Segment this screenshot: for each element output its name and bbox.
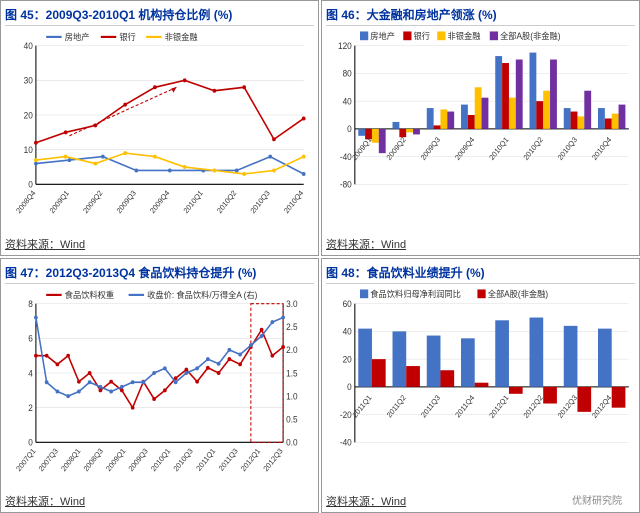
source-1: 资料来源：Wind bbox=[5, 234, 314, 252]
chart-3: 食品饮料权重 收盘价: 食品饮料/万得全A (右) 0 2 4 6 8 0.0 0.5 1.0 1.… bbox=[5, 284, 314, 492]
svg-text:2012Q3: 2012Q3 bbox=[556, 393, 579, 420]
svg-text:0: 0 bbox=[28, 179, 33, 189]
svg-text:2008Q3: 2008Q3 bbox=[82, 446, 105, 473]
svg-text:-40: -40 bbox=[340, 437, 352, 447]
source-2: 资料来源：Wind bbox=[326, 234, 635, 252]
footer-brand: 优财研究院 bbox=[572, 492, 622, 507]
svg-text:4: 4 bbox=[28, 368, 33, 378]
svg-text:2.5: 2.5 bbox=[286, 321, 298, 331]
svg-text:2011Q3: 2011Q3 bbox=[419, 393, 442, 419]
svg-text:30: 30 bbox=[24, 75, 33, 85]
panel-1: 图 45：2009Q3-2010Q1 机构持仓比例 (%) 房地产 银行 非银金融 0… bbox=[0, 0, 319, 256]
svg-text:120: 120 bbox=[338, 41, 352, 51]
svg-text:非银金融: 非银金融 bbox=[448, 31, 481, 41]
svg-text:2007Q3: 2007Q3 bbox=[37, 446, 60, 473]
svg-text:2009Q3: 2009Q3 bbox=[115, 188, 138, 215]
svg-text:2012Q1: 2012Q1 bbox=[487, 393, 510, 420]
svg-text:食品饮料归母净利润同比: 食品饮料归母净利润同比 bbox=[370, 288, 461, 298]
svg-text:20: 20 bbox=[343, 354, 352, 364]
svg-text:0.0: 0.0 bbox=[286, 437, 298, 447]
svg-text:2009Q2: 2009Q2 bbox=[385, 135, 408, 162]
svg-text:2012Q2: 2012Q2 bbox=[522, 393, 545, 420]
svg-text:40: 40 bbox=[343, 326, 352, 336]
chart-4: 食品饮料归母净利润同比 全部A股(非金融) -40 -20 0 20 40 60 2011Q1 2… bbox=[326, 284, 635, 492]
svg-text:2012Q1: 2012Q1 bbox=[239, 446, 262, 473]
source-3: 资料来源：Wind bbox=[5, 491, 314, 509]
svg-text:2011Q3: 2011Q3 bbox=[217, 446, 240, 472]
svg-text:2009Q1: 2009Q1 bbox=[104, 446, 127, 473]
svg-text:80: 80 bbox=[343, 68, 352, 78]
svg-text:2: 2 bbox=[28, 402, 33, 412]
svg-text:2012Q4: 2012Q4 bbox=[590, 393, 613, 420]
svg-text:2010Q1: 2010Q1 bbox=[487, 135, 510, 162]
svg-text:2010Q1: 2010Q1 bbox=[182, 188, 205, 215]
svg-text:2010Q2: 2010Q2 bbox=[522, 135, 545, 162]
svg-text:0.5: 0.5 bbox=[286, 414, 298, 424]
svg-text:1.5: 1.5 bbox=[286, 368, 298, 378]
svg-text:2011Q1: 2011Q1 bbox=[351, 393, 374, 419]
chart-title-3: 图 47：2012Q3-2013Q4 食品饮料持仓提升 (%) bbox=[5, 262, 314, 284]
chart-title-1: 图 45：2009Q3-2010Q1 机构持仓比例 (%) bbox=[5, 4, 314, 26]
svg-text:8: 8 bbox=[28, 298, 33, 308]
svg-text:20: 20 bbox=[24, 110, 33, 120]
svg-text:2010Q4: 2010Q4 bbox=[282, 188, 305, 215]
svg-text:房地产: 房地产 bbox=[370, 31, 395, 41]
svg-text:40: 40 bbox=[24, 41, 33, 51]
svg-text:银行: 银行 bbox=[414, 31, 431, 41]
svg-text:-20: -20 bbox=[340, 409, 352, 419]
svg-text:2011Q4: 2011Q4 bbox=[453, 393, 476, 419]
svg-text:2009Q1: 2009Q1 bbox=[350, 135, 373, 162]
chart-title-4: 图 48：食品饮料业绩提升 (%) bbox=[326, 262, 635, 284]
svg-text:-80: -80 bbox=[340, 179, 352, 189]
svg-text:2009Q3: 2009Q3 bbox=[127, 446, 150, 473]
svg-text:全部A股(非金融): 全部A股(非金融) bbox=[500, 31, 561, 41]
svg-text:2010Q4: 2010Q4 bbox=[590, 135, 613, 162]
svg-text:3.0: 3.0 bbox=[286, 298, 298, 308]
svg-text:60: 60 bbox=[343, 298, 352, 308]
svg-text:10: 10 bbox=[24, 145, 33, 155]
svg-text:房地产: 房地产 bbox=[65, 32, 90, 42]
svg-text:0: 0 bbox=[28, 437, 33, 447]
svg-text:2009Q4: 2009Q4 bbox=[148, 188, 171, 215]
chart-1: 房地产 银行 非银金融 0 10 20 30 40 2008Q4 2009Q1 2009Q2 2009… bbox=[5, 26, 314, 234]
svg-text:2008Q4: 2008Q4 bbox=[14, 188, 37, 215]
svg-text:2010Q3: 2010Q3 bbox=[172, 446, 195, 473]
svg-text:0: 0 bbox=[347, 381, 352, 391]
svg-text:2007Q1: 2007Q1 bbox=[14, 446, 37, 473]
svg-text:40: 40 bbox=[343, 96, 352, 106]
svg-text:非银金融: 非银金融 bbox=[165, 32, 198, 42]
svg-text:2009Q1: 2009Q1 bbox=[48, 188, 71, 215]
svg-text:2010Q1: 2010Q1 bbox=[149, 446, 172, 473]
svg-text:全部A股(非金融): 全部A股(非金融) bbox=[488, 288, 549, 298]
svg-text:1.0: 1.0 bbox=[286, 391, 298, 401]
svg-text:2011Q1: 2011Q1 bbox=[194, 446, 217, 472]
svg-text:收盘价: 食品饮料/万得全A (右): 收盘价: 食品饮料/万得全A (右) bbox=[147, 289, 257, 299]
panel-3: 图 47：2012Q3-2013Q4 食品饮料持仓提升 (%) 食品饮料权重 收盘… bbox=[0, 258, 319, 513]
svg-text:银行: 银行 bbox=[119, 32, 136, 42]
svg-text:2009Q2: 2009Q2 bbox=[81, 188, 104, 215]
svg-text:2009Q3: 2009Q3 bbox=[419, 135, 442, 162]
svg-text:2009Q4: 2009Q4 bbox=[453, 135, 476, 162]
chart-2: 房地产银行非银金融全部A股(非金融)-80-40040801202009Q120… bbox=[326, 26, 635, 234]
panel-4: 图 48：食品饮料业绩提升 (%) 食品饮料归母净利润同比 全部A股(非金融) -4… bbox=[321, 258, 640, 513]
svg-text:2010Q3: 2010Q3 bbox=[556, 135, 579, 162]
panel-2: 图 46：大金融和房地产领涨 (%) 房地产 银行 非银金融 全部A股(非金融) -80… bbox=[321, 0, 640, 256]
svg-text:2010Q2: 2010Q2 bbox=[215, 188, 238, 215]
svg-text:食品饮料权重: 食品饮料权重 bbox=[65, 289, 115, 299]
svg-text:2010Q3: 2010Q3 bbox=[249, 188, 272, 215]
svg-text:2011Q2: 2011Q2 bbox=[385, 393, 408, 419]
svg-text:0: 0 bbox=[347, 124, 352, 134]
chart-title-2: 图 46：大金融和房地产领涨 (%) bbox=[326, 4, 635, 26]
svg-text:6: 6 bbox=[28, 333, 33, 343]
svg-text:2012Q3: 2012Q3 bbox=[261, 446, 284, 473]
svg-text:2.0: 2.0 bbox=[286, 344, 298, 354]
svg-text:2008Q1: 2008Q1 bbox=[59, 446, 82, 473]
